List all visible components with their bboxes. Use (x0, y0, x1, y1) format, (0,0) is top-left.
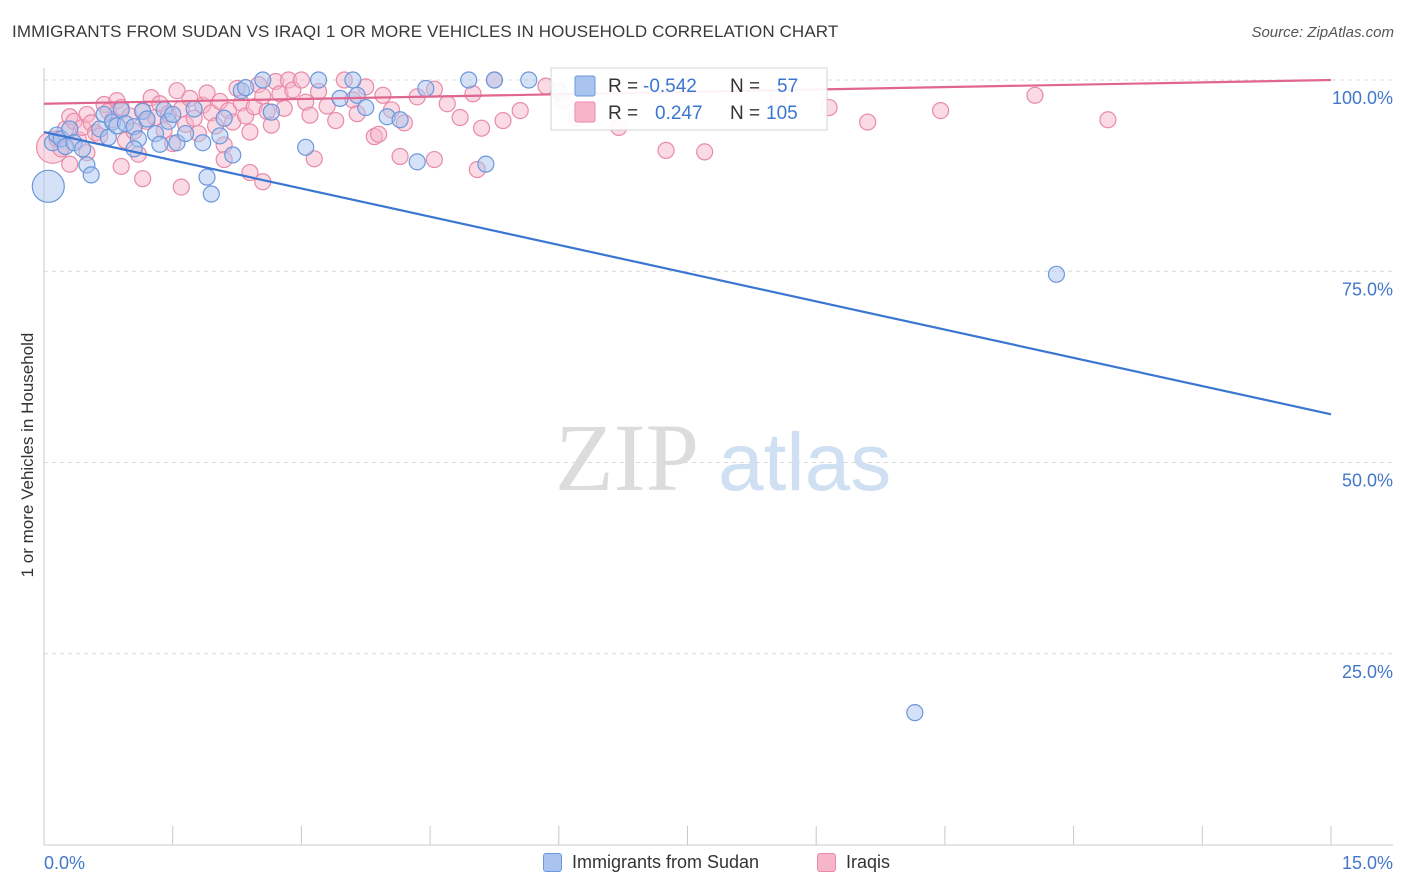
sudan-point-20 (138, 110, 156, 128)
iraqi-point-57 (292, 71, 310, 89)
sudan-point-33 (215, 109, 233, 127)
sudan-point-9 (82, 166, 100, 184)
bottom-legend-swatch-sudan (543, 853, 562, 872)
bottom-legend-label-iraqi: Iraqis (846, 852, 891, 872)
iraqi-point-102 (425, 150, 443, 169)
sudan-point-47 (408, 153, 426, 171)
iraqi-point-59 (301, 106, 319, 124)
iraqi-point-90 (1099, 111, 1117, 129)
legend-n-value-sudan: 57 (777, 76, 798, 97)
y-tick-label-0: 100.0% (1332, 88, 1393, 108)
legend-n-value-iraqi: 105 (766, 103, 798, 124)
sudan-point-22 (151, 135, 169, 153)
sudan-point-44 (357, 98, 375, 117)
x-tick-labels: 0.0% 15.0% (44, 853, 1393, 873)
sudan-point-25 (164, 105, 182, 124)
iraqi-point-29 (168, 82, 186, 100)
sudan-point-50 (477, 155, 495, 173)
iraqi-point-83 (657, 141, 675, 159)
sudan-point-46 (391, 111, 409, 129)
sudan-point-42 (344, 71, 362, 89)
sudan-point-27 (176, 124, 195, 143)
legend-n-label-iraqi: N = (730, 103, 760, 124)
bottom-legend-label-sudan: Immigrants from Sudan (572, 852, 760, 872)
sudan-point-43 (348, 86, 366, 104)
source-label: Source: ZipAtlas.com (1251, 24, 1394, 41)
sudan-trend-line (43, 130, 1332, 416)
iraqi-point-78 (494, 111, 512, 130)
sudan-point-52 (520, 71, 538, 89)
iraqi-point-62 (327, 111, 345, 130)
sudan-point-38 (262, 103, 280, 121)
watermark-atlas: atlas (718, 417, 891, 508)
sudan-points (31, 71, 1066, 722)
iraqi-point-73 (438, 95, 456, 113)
legend: R = -0.542 N = 57 R = 0.247 N = 105 (550, 67, 828, 131)
legend-r-value-iraqi: 0.247 (655, 103, 703, 124)
iraqi-point-79 (511, 101, 529, 120)
sudan-point-34 (224, 146, 242, 164)
legend-n-label-sudan: N = (730, 76, 760, 97)
watermark-zip: ZIP (555, 404, 699, 511)
legend-swatch-iraqi (574, 101, 596, 123)
sudan-point-39 (297, 138, 315, 156)
iraqi-point-101 (391, 147, 409, 166)
iraqi-point-95 (172, 178, 190, 196)
x-tick-label-max: 15.0% (1342, 853, 1393, 873)
sudan-point-37 (254, 71, 272, 89)
iraqi-point-99 (305, 150, 323, 168)
iraqi-point-93 (112, 157, 130, 176)
iraqi-point-87 (859, 113, 877, 131)
bottom-legend-swatch-iraqi (817, 853, 836, 872)
sudan-point-49 (460, 71, 478, 89)
sudan-point-55 (906, 704, 924, 722)
chart-title: IMMIGRANTS FROM SUDAN VS IRAQI 1 OR MORE… (12, 22, 839, 41)
sudan-point-36 (237, 79, 255, 97)
y-tick-label-1: 75.0% (1342, 279, 1393, 299)
sudan-point-30 (198, 168, 216, 186)
y-tick-label-3: 25.0% (1342, 662, 1393, 682)
sudan-point-54 (1047, 265, 1066, 283)
iraqi-point-68 (374, 86, 392, 104)
x-tick-label-min: 0.0% (44, 853, 85, 873)
legend-r-value-sudan: -0.542 (643, 76, 697, 97)
legend-frame (550, 67, 828, 131)
sudan-point-51 (485, 71, 504, 89)
sudan-point-31 (202, 185, 220, 203)
iraqi-point-49 (254, 87, 272, 105)
iraqi-point-76 (472, 119, 491, 137)
bottom-legend: Immigrants from Sudan Iraqis (0, 852, 1406, 878)
y-tick-label-2: 50.0% (1342, 471, 1393, 491)
sudan-point-56 (125, 140, 143, 158)
sudan-point-29 (194, 134, 212, 152)
iraqi-point-91 (61, 155, 79, 173)
legend-r-label-sudan: R = (608, 76, 638, 97)
bottom-legend-iraqi: Iraqis (817, 852, 890, 873)
sudan-point-48 (417, 79, 435, 98)
sudan-point-7 (74, 140, 92, 158)
iraqi-point-88 (932, 101, 950, 120)
iraqi-point-100 (370, 125, 388, 143)
bottom-legend-sudan: Immigrants from Sudan (543, 852, 759, 873)
legend-r-label-iraqi: R = (608, 103, 638, 124)
iraqi-point-74 (451, 108, 469, 127)
sudan-point-0 (31, 169, 65, 203)
iraqi-point-46 (241, 123, 259, 141)
legend-swatch-sudan (574, 75, 596, 97)
sudan-point-28 (185, 100, 203, 118)
sudan-point-32 (211, 127, 229, 145)
iraqi-point-89 (1026, 86, 1044, 104)
iraqi-point-94 (134, 170, 152, 188)
y-tick-labels: 100.0% 75.0% 50.0% 25.0% (1332, 88, 1393, 682)
iraqi-point-84 (696, 143, 714, 161)
sudan-point-40 (309, 71, 328, 89)
